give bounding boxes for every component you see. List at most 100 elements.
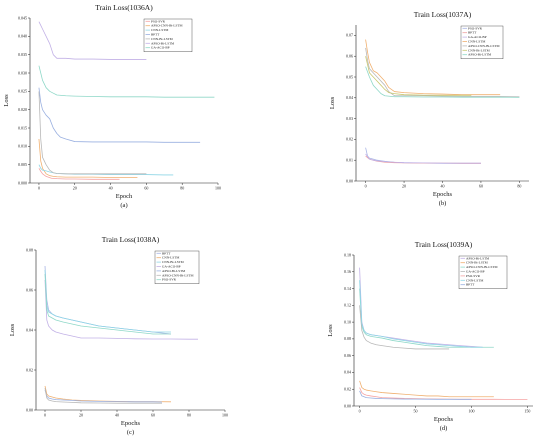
legend-entry: PSO-SVR <box>151 19 166 23</box>
y-tick-label: 0.025 <box>18 89 27 94</box>
y-tick-label: 0.020 <box>18 107 27 112</box>
series-line <box>365 155 481 164</box>
y-tick-label: 0.06 <box>26 287 33 292</box>
series-line <box>38 138 138 178</box>
y-tick-label: 0.035 <box>18 52 27 57</box>
chart-panel-4: Train Loss(1039A) 0.00 0.02 0.04 0.06 0.08 0.1… <box>327 240 533 432</box>
y-tick-label: 0.00 <box>346 178 353 183</box>
chart-title: Train Loss(1038A) <box>102 235 160 244</box>
series-line <box>38 65 215 98</box>
legend-entry: APSO-Bi-LSTM <box>466 256 489 260</box>
legend-entry: APSO-CNN-Bi-LSTM <box>466 265 497 269</box>
y-tick-label: 0.030 <box>18 70 27 75</box>
series-line <box>365 66 520 98</box>
y-tick-label: 0.04 <box>344 370 351 375</box>
y-tick-label: 0.14 <box>344 286 351 291</box>
panel-label: (c) <box>127 429 134 436</box>
x-tick-label: 150 <box>524 409 530 414</box>
series-line <box>38 168 120 180</box>
series-line <box>38 91 147 175</box>
legend-entry: CNN-LSTM <box>151 28 168 32</box>
legend-entry: BPTT <box>162 251 171 255</box>
y-tick-label: 0.16 <box>344 269 351 274</box>
y-tick-label: 0.005 <box>18 162 27 167</box>
legend-entry: CNN-LSTM <box>466 278 483 282</box>
y-tick-label: 0.18 <box>344 252 351 257</box>
series-line <box>359 387 528 400</box>
series-line <box>359 280 483 348</box>
legend-entry: APSO-CNN-Bi-LSTM <box>468 44 499 48</box>
panel-label: (a) <box>120 202 127 209</box>
chart-panel-1: Train Loss(1036A) 0.000 0.005 0.010 0.015 0.0… <box>3 3 221 209</box>
legend: APSO-Bi-LSTMCNN-Bi-LSTMAPSO-CNN-Bi-LSTMG… <box>458 255 508 289</box>
legend-box <box>154 250 200 284</box>
legend-entry: APSO-CNN-Bi-LSTM <box>162 273 193 277</box>
x-axis-label: Epochs <box>433 191 453 198</box>
legend: BPTTCNN-LSTMCNN-Bi-LSTMGA-ACO-BPAPSO-Bi-… <box>154 250 200 284</box>
x-tick-label: 40 <box>109 186 113 191</box>
series-line <box>359 305 450 350</box>
legend-entry: APSO-CNN-Bi-LSTM <box>151 24 182 28</box>
series-line <box>359 380 494 398</box>
x-tick-label: 80 <box>180 186 184 191</box>
x-tick-label: 20 <box>402 184 406 189</box>
x-tick-label: 40 <box>115 413 119 418</box>
x-tick-label: 0 <box>359 409 361 414</box>
x-tick-label: 20 <box>79 413 83 418</box>
legend-entry: PSO-SVR <box>162 278 177 282</box>
y-tick-label: 0.015 <box>18 125 27 130</box>
x-tick-label: 80 <box>517 184 521 189</box>
legend-entry: GA-ACO-BP <box>162 265 181 269</box>
panel-label: (d) <box>440 425 448 432</box>
y-tick-label: 0.05 <box>346 74 353 79</box>
y-tick-label: 0.01 <box>346 158 353 163</box>
chart-panel-3: Train Loss(1038A) 0.00 0.02 0.04 0.06 0.08 0 20… <box>9 235 228 436</box>
series-line <box>365 153 481 164</box>
series-line <box>359 288 494 348</box>
y-tick-label: 0.040 <box>18 34 27 39</box>
x-tick-label: 60 <box>144 186 148 191</box>
series-line <box>44 385 172 403</box>
chart-title: Train Loss(1039A) <box>415 240 473 249</box>
legend-entry: GA-ACO-BP <box>151 46 170 50</box>
x-tick-label: 0 <box>365 184 367 189</box>
y-tick-label: 0.06 <box>346 54 353 59</box>
legend-entry: GA-ACO-BP <box>468 35 487 39</box>
x-tick-label: 20 <box>73 186 77 191</box>
y-tick-label: 0.03 <box>346 116 353 121</box>
legend-box <box>458 255 508 289</box>
x-axis-label: Epoch <box>116 193 133 200</box>
y-tick-label: 0.045 <box>18 15 27 20</box>
y-tick-label: 0.000 <box>18 180 27 185</box>
legend-entry: BPTT <box>468 31 477 35</box>
series-line <box>44 387 162 404</box>
legend: PSO-SVRAPSO-CNN-Bi-LSTMCNN-LSTMBPTTCNN-B… <box>143 18 193 52</box>
series-line <box>44 273 171 335</box>
y-tick-label: 0.00 <box>344 403 351 408</box>
x-axis-label: Epochs <box>121 420 141 427</box>
y-tick-label: 0.12 <box>344 303 351 308</box>
chart-panel-2: Train Loss(1037A) 0.00 0.01 0.02 0.03 0.04 0.0… <box>329 10 529 207</box>
x-axis-label: Epochs <box>434 416 454 423</box>
y-tick-label: 0.10 <box>344 319 351 324</box>
series-line <box>44 279 198 340</box>
y-tick-label: 0.02 <box>346 137 353 142</box>
legend-entry: CNN-Bi-LSTM <box>162 260 184 264</box>
legend-entry: CNN-Bi-LSTM <box>468 48 490 52</box>
x-tick-label: 100 <box>222 413 228 418</box>
y-tick-label: 0.02 <box>344 387 351 392</box>
y-tick-label: 0.04 <box>346 95 353 100</box>
series-line <box>365 39 501 96</box>
legend-box <box>143 18 193 52</box>
series-line <box>365 47 520 98</box>
series-line <box>359 390 472 400</box>
y-tick-label: 0.010 <box>18 144 27 149</box>
panel-label: (b) <box>439 200 447 207</box>
legend-entry: APSO-Bi-LSTM <box>162 269 185 273</box>
legend-entry: PSO-SVR <box>466 274 481 278</box>
series-line <box>365 56 472 96</box>
x-tick-label: 60 <box>151 413 155 418</box>
y-tick-label: 0.08 <box>26 247 33 252</box>
legend: PSO-SVRBPTTGA-ACO-BPCNN-LSTMAPSO-CNN-Bi-… <box>460 25 504 59</box>
